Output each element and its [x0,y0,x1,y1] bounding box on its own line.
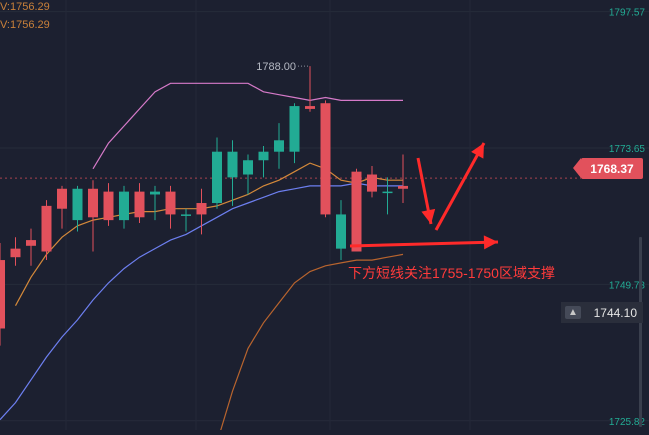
y-tick-label: 1797.57 [609,8,646,19]
candle-body [351,171,362,252]
candle-body [181,214,191,216]
candle-body [88,188,98,218]
candle-body [212,151,222,204]
indicator-line-lower_band [218,253,404,435]
y-tick-label: 1725.82 [609,417,646,428]
candle-body [103,191,114,221]
annotation-arrow-right-head [483,235,498,250]
indicator-legend-line-2: V:1756.29 [0,19,50,31]
bell-icon[interactable]: ▲ [565,306,581,319]
annotation-arrow-up [434,142,486,231]
candle-body [227,151,238,178]
candle-body [57,188,67,209]
annotation-arrow-down-head [421,208,436,224]
indicator-line-ma_orange [14,162,403,306]
price-alert-tag[interactable]: ▲ 1744.10 [561,302,643,323]
price-axis-scrollbar [639,237,642,427]
candle-body [274,140,284,152]
candle-body [367,174,377,192]
candle-body [0,260,5,329]
price-alert-value: 1744.10 [593,305,637,320]
indicator-legend-line-1: V:1756.29 [0,1,50,13]
support-annotation: 下方短线关注1755-1750区域支撑 [348,265,555,281]
candle-body [165,191,176,215]
candle-body [41,205,52,252]
candle-body [119,191,129,221]
annotation-arrow-right [349,240,499,248]
y-tick-label: 1749.73 [609,280,646,291]
candle-body [320,103,331,215]
candle-body [305,106,315,109]
candle-body [150,191,160,195]
candle-body [134,191,145,218]
candle-body [398,185,408,189]
candle-body [10,248,21,258]
high-price-label: 1788.00 [256,61,296,73]
indicator-line-upper_band [92,82,403,170]
candle-body [382,191,393,194]
candle-body [243,160,253,175]
candle-body [196,203,207,215]
candle-body [336,214,346,249]
candle-body [72,188,83,221]
candle-body [26,240,36,246]
current-price-tag: 1768.37 [573,158,643,179]
y-tick-label: 1773.65 [609,144,646,155]
annotation-arrow-up-head [471,143,484,159]
candle-body [289,106,300,152]
candle-body [258,151,269,161]
